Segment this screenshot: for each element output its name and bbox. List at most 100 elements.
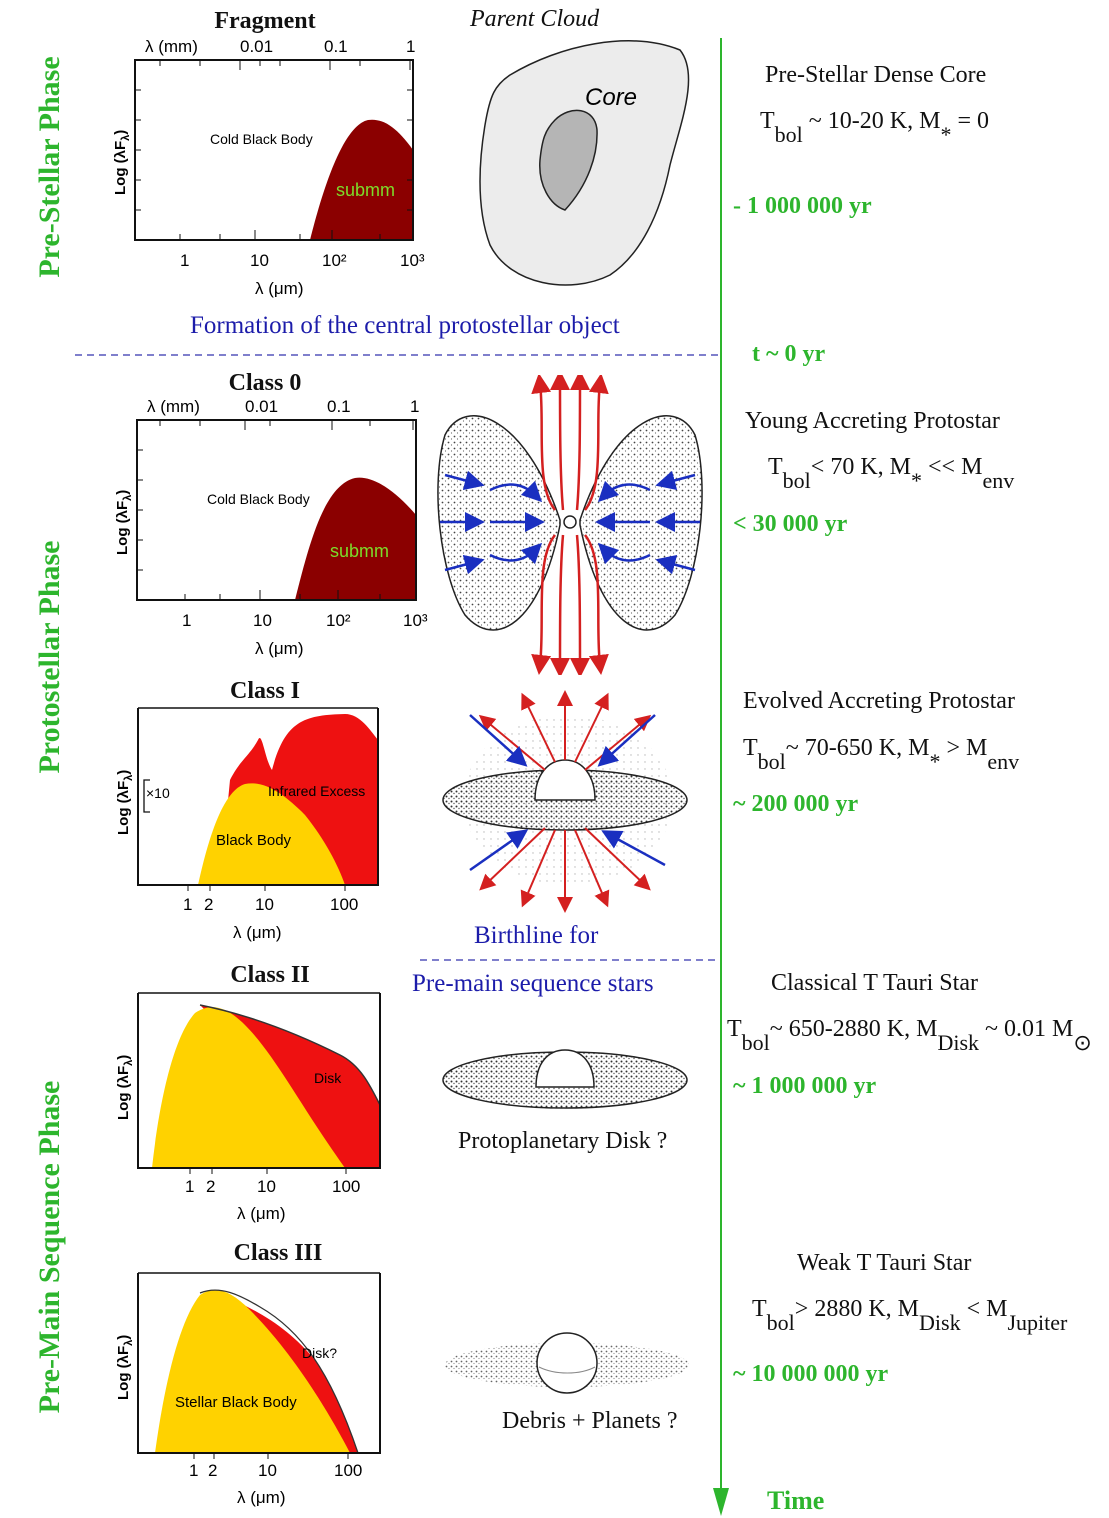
top-tick: 0.1	[324, 37, 348, 56]
x-axis-label: λ (μm)	[237, 1204, 286, 1223]
top-tick: 1	[410, 397, 419, 416]
y-axis-label-end: )	[115, 770, 132, 775]
x-tick: 10	[258, 1461, 277, 1480]
y-axis-label: Log (λF	[115, 1066, 132, 1120]
param-text: T	[768, 454, 783, 480]
svg-text:Log (λFλ): Log (λFλ)	[115, 1055, 135, 1120]
time-mark-class-iii: ~ 10 000 000 yr	[733, 1361, 889, 1387]
debris-disk-illustration	[445, 1332, 689, 1394]
param-text: ~ 10-20 K, M	[802, 108, 941, 134]
timeline-arrow	[713, 38, 729, 1516]
sed-class-iii: Disk? Stellar Black Body Log (λFλ) 1 2 1…	[115, 1272, 381, 1507]
x-tick: 10	[250, 251, 269, 270]
stage-params: Tbol> 2880 K, MDisk < MJupiter	[752, 1296, 1067, 1335]
submm-region	[295, 477, 416, 600]
param-text: T	[727, 1016, 742, 1042]
parent-cloud-label: Parent Cloud	[470, 6, 600, 32]
formation-caption: Formation of the central protostellar ob…	[190, 312, 620, 339]
param-subscript: bol	[741, 1030, 770, 1055]
x-tick: 10	[257, 1177, 276, 1196]
param-subscript: Disk	[937, 1030, 980, 1055]
param-text: T	[752, 1296, 767, 1322]
time-mark-pre-stellar: - 1 000 000 yr	[733, 193, 872, 219]
x-axis-label: λ (μm)	[255, 279, 304, 298]
black-body-region	[198, 783, 345, 885]
time-mark-class-i: ~ 200 000 yr	[733, 791, 859, 817]
phase-pre-stellar: Pre-Stellar Phase	[33, 56, 66, 278]
time-mark-class-ii: ~ 1 000 000 yr	[733, 1073, 877, 1099]
param-subscript: env	[987, 749, 1020, 774]
param-subscript: *	[929, 749, 941, 774]
region-label-submm: submm	[336, 180, 395, 200]
scale-mark: ×10	[146, 785, 170, 801]
x-axis-label: λ (μm)	[255, 639, 304, 658]
sed-title-class-iii: Class III	[233, 1240, 323, 1266]
x-tick: 2	[208, 1461, 217, 1480]
top-tick: 0.01	[245, 397, 278, 416]
time-mark-t0: t ~ 0 yr	[752, 341, 826, 367]
timeline-axis-label: Time	[767, 1486, 825, 1515]
y-axis-label: Log (λF	[115, 781, 132, 835]
y-axis-label: Log (λF	[114, 501, 131, 555]
param-text: ~ 0.01 M	[979, 1016, 1074, 1042]
x-tick: 10	[255, 895, 274, 914]
region-label-cold-black-body: Cold Black Body	[207, 491, 310, 507]
birthline-caption-1: Birthline for	[474, 922, 599, 949]
region-label-infrared-excess: Infrared Excess	[268, 783, 365, 799]
region-label-cold-black-body: Cold Black Body	[210, 131, 313, 147]
param-text: > 2880 K, M	[794, 1296, 920, 1322]
param-text: T	[743, 735, 758, 761]
core-shape	[539, 109, 598, 211]
stage-name-class-ii: Classical T Tauri Star	[771, 970, 978, 996]
stage-params: Tbol~ 70-650 K, M* > Menv	[743, 735, 1019, 774]
birthline-caption-2: Pre-main sequence stars	[412, 970, 654, 997]
param-subscript: ⊙	[1073, 1030, 1092, 1055]
svg-text:Log (λFλ): Log (λFλ)	[115, 770, 135, 835]
x-tick: 100	[332, 1177, 360, 1196]
top-tick: 0.1	[327, 397, 351, 416]
stage-name-pre-stellar: Pre-Stellar Dense Core	[765, 62, 987, 88]
y-axis-label-sub: λ	[123, 775, 135, 781]
x-tick: 10³	[400, 251, 425, 270]
y-axis-label-end: )	[115, 1055, 132, 1060]
y-axis-label: Log (λF	[115, 1346, 132, 1400]
x-tick: 2	[206, 1177, 215, 1196]
x-tick: 100	[334, 1461, 362, 1480]
x-tick: 100	[330, 895, 358, 914]
param-subscript: *	[940, 122, 952, 147]
y-axis-label-sub: λ	[122, 495, 134, 501]
central-protostar	[563, 515, 577, 529]
param-subscript: env	[982, 468, 1015, 493]
submm-region	[310, 119, 413, 240]
phase-pre-main-sequence: Pre-Main Sequence Phase	[33, 1080, 66, 1414]
x-axis-label: λ (μm)	[233, 923, 282, 942]
time-mark-class-0: < 30 000 yr	[733, 511, 848, 537]
param-subscript: bol	[766, 1310, 795, 1335]
protoplanetary-disk-illustration	[442, 1049, 688, 1109]
param-subscript: bol	[757, 749, 786, 774]
param-text: < 70 K, M	[810, 454, 912, 480]
class0-protostar-illustration	[437, 375, 703, 675]
core-label: Core	[585, 84, 637, 111]
stellar-black-body-region	[155, 1290, 350, 1453]
x-tick: 2	[204, 895, 213, 914]
y-axis-label-sub: λ	[123, 1340, 135, 1346]
sed-title-class-0: Class 0	[228, 370, 302, 396]
region-label-disk-question: Disk?	[302, 1345, 337, 1361]
x-axis-label: λ (μm)	[237, 1488, 286, 1507]
stage-params: Tbol~ 650-2880 K, MDisk ~ 0.01 M⊙	[727, 1016, 1092, 1055]
stage-name-class-iii: Weak T Tauri Star	[797, 1250, 972, 1276]
svg-text:Log (λFλ): Log (λFλ)	[114, 490, 134, 555]
parent-cloud-illustration: Core	[479, 40, 690, 286]
x-tick: 10²	[326, 611, 351, 630]
y-axis-label-end: )	[114, 490, 131, 495]
phase-protostellar: Protostellar Phase	[33, 540, 66, 774]
stage-params: Tbol ~ 10-20 K, M* = 0	[760, 108, 989, 147]
top-axis-label: λ (mm)	[145, 37, 198, 56]
birthline-divider	[420, 959, 720, 961]
region-label-black-body: Black Body	[216, 832, 292, 849]
param-text: T	[760, 108, 775, 134]
x-tick: 1	[183, 895, 192, 914]
y-axis-label-end: )	[112, 130, 129, 135]
param-subscript: *	[911, 468, 923, 493]
